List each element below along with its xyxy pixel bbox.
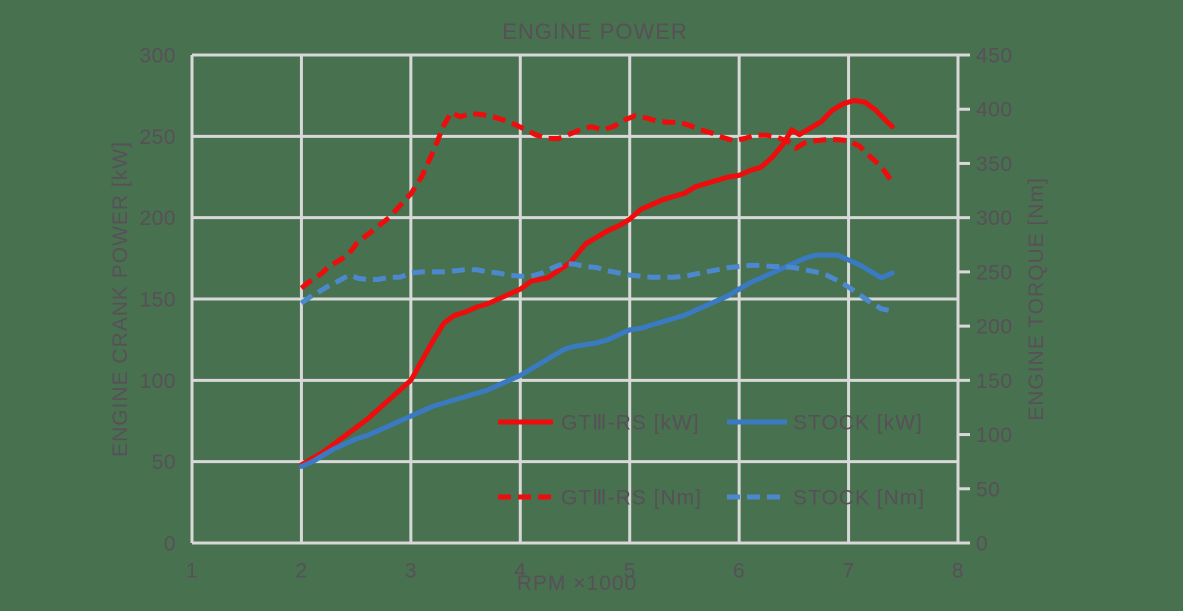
x-tick-label: 1 bbox=[186, 560, 198, 583]
legend-label-stock-nm: STOCK [Nm] bbox=[793, 487, 925, 510]
x-tick-label: 4 bbox=[514, 560, 526, 583]
series-line-gt-rs-nm bbox=[299, 110, 895, 291]
right-axis-title: ENGINE TORQUE [Nm] bbox=[1025, 177, 1048, 421]
left-tick-label: 50 bbox=[152, 451, 176, 474]
left-axis-title: ENGINE CRANK POWER [kW] bbox=[109, 141, 132, 457]
right-tick-label: 400 bbox=[976, 99, 1013, 122]
x-tick-label: 6 bbox=[733, 560, 745, 583]
right-tick-label: 50 bbox=[976, 478, 1000, 501]
left-tick-label: 150 bbox=[139, 289, 176, 312]
x-tick-label: 3 bbox=[405, 560, 417, 583]
left-tick-label: 100 bbox=[139, 370, 176, 393]
chart-title: ENGINE POWER bbox=[502, 19, 688, 44]
right-tick-label: 100 bbox=[976, 424, 1013, 447]
legend-label-stock-kw: STOCK [kW] bbox=[793, 412, 923, 435]
x-axis-title: RPM ×1000 bbox=[516, 572, 638, 595]
x-tick-label: 2 bbox=[295, 560, 307, 583]
legend-label-gt-rs-nm: GTⅢ-RS [Nm] bbox=[561, 487, 702, 510]
left-tick-label: 250 bbox=[139, 126, 176, 149]
x-tick-label: 8 bbox=[952, 560, 964, 583]
series-line-gt-rs-kw bbox=[298, 98, 895, 468]
left-tick-label: 200 bbox=[139, 207, 176, 230]
right-tick-label: 450 bbox=[976, 45, 1013, 68]
right-tick-label: 150 bbox=[976, 370, 1013, 393]
series-line-stock-kw bbox=[298, 252, 895, 469]
x-tick-label: 7 bbox=[842, 560, 854, 583]
left-tick-label: 0 bbox=[164, 533, 176, 556]
right-tick-label: 250 bbox=[976, 261, 1013, 284]
legend-label-gt-rs-kw: GTⅢ-RS [kW] bbox=[561, 412, 700, 435]
left-tick-label: 300 bbox=[139, 45, 176, 68]
right-tick-label: 0 bbox=[976, 533, 988, 556]
x-tick-label: 5 bbox=[624, 560, 636, 583]
right-tick-label: 300 bbox=[976, 207, 1013, 230]
right-tick-label: 200 bbox=[976, 316, 1013, 339]
right-tick-label: 350 bbox=[976, 153, 1013, 176]
series-line-stock-nm bbox=[299, 260, 893, 314]
